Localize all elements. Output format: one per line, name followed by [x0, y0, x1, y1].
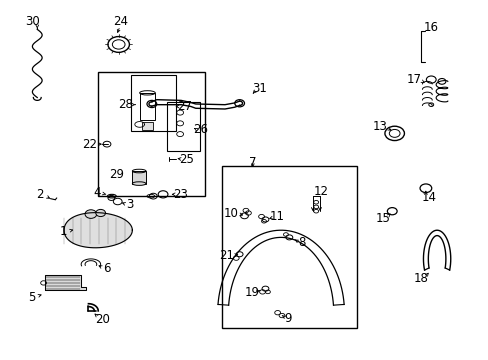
Bar — [142, 122, 153, 130]
Text: 19: 19 — [244, 286, 259, 299]
Text: 12: 12 — [313, 185, 328, 198]
Text: 20: 20 — [95, 312, 109, 326]
Text: 17: 17 — [406, 73, 421, 86]
Text: 29: 29 — [109, 168, 124, 181]
Text: 22: 22 — [82, 138, 97, 150]
Text: 13: 13 — [372, 121, 386, 134]
Text: 16: 16 — [423, 21, 437, 34]
Text: 18: 18 — [413, 272, 428, 285]
Text: 14: 14 — [421, 191, 435, 204]
Ellipse shape — [132, 182, 146, 185]
Text: 10: 10 — [223, 207, 238, 220]
Bar — [132, 171, 146, 184]
Text: 3: 3 — [126, 198, 133, 211]
Text: 27: 27 — [177, 100, 192, 113]
Text: 2: 2 — [36, 188, 43, 201]
Bar — [98, 72, 205, 196]
Text: 23: 23 — [172, 188, 187, 201]
Text: 21: 21 — [219, 249, 233, 262]
Bar — [221, 166, 356, 328]
Text: 24: 24 — [112, 15, 127, 28]
Text: 8: 8 — [298, 235, 305, 248]
Text: 6: 6 — [103, 262, 110, 275]
Text: 7: 7 — [248, 156, 256, 169]
Text: 26: 26 — [193, 123, 208, 136]
Bar — [131, 75, 176, 131]
Text: 5: 5 — [28, 291, 35, 304]
Text: 9: 9 — [284, 312, 291, 325]
Text: 11: 11 — [269, 210, 285, 223]
Text: 25: 25 — [179, 153, 194, 166]
Bar — [167, 102, 199, 151]
Text: 28: 28 — [118, 98, 133, 111]
Bar — [140, 93, 155, 120]
Text: 30: 30 — [25, 15, 40, 28]
Text: 4: 4 — [93, 186, 101, 199]
Circle shape — [96, 210, 105, 217]
Circle shape — [85, 210, 97, 219]
Text: 15: 15 — [375, 212, 390, 225]
Polygon shape — [44, 275, 86, 291]
Text: 31: 31 — [251, 82, 266, 95]
Polygon shape — [64, 213, 132, 248]
Text: 1: 1 — [59, 225, 67, 238]
